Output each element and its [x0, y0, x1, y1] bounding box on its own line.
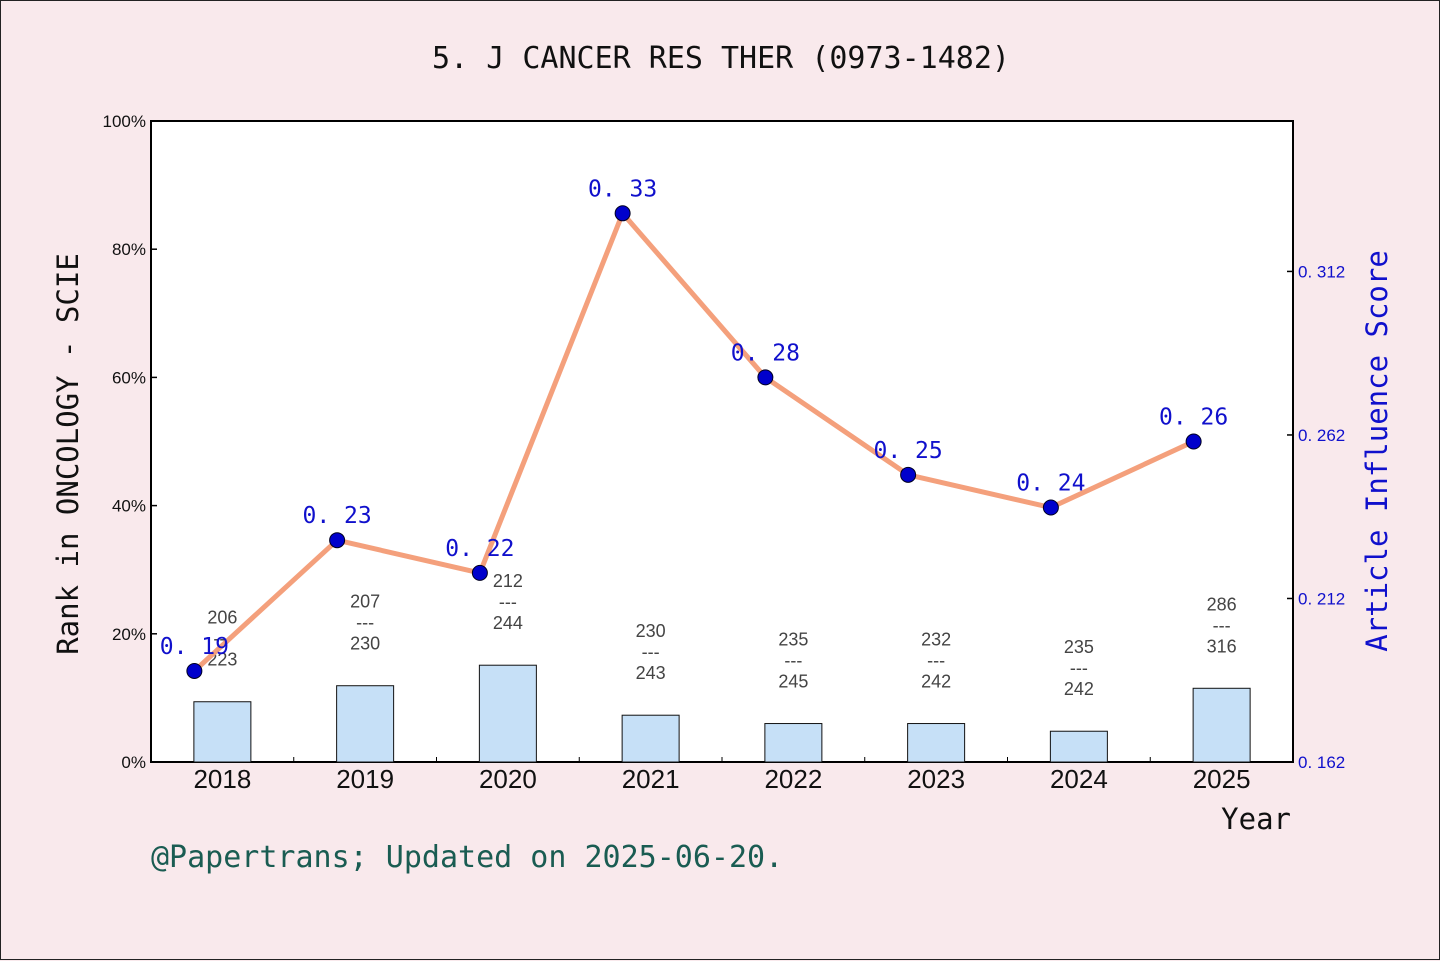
- right-tick-label: 0. 162: [1298, 753, 1345, 772]
- rank-total-2023: 242: [921, 672, 951, 692]
- bar-2022: [764, 723, 823, 763]
- rank-separator: ---: [499, 592, 517, 612]
- x-tick-label-2018: 2018: [193, 764, 251, 794]
- markers-layer: [186, 205, 1202, 679]
- left-tick-label: 100%: [103, 112, 146, 131]
- x-tick-label-2019: 2019: [336, 764, 394, 794]
- x-tick-label-2025: 2025: [1193, 764, 1251, 794]
- rank-separator: ---: [642, 642, 660, 662]
- marker-2020: [471, 564, 488, 581]
- ais-label-2022: 0. 28: [731, 340, 800, 366]
- ais-label-2025: 0. 26: [1159, 405, 1228, 431]
- bar-2024: [1049, 730, 1108, 763]
- ais-label-2020: 0. 22: [445, 536, 514, 562]
- rank-value-2018: 206: [207, 608, 237, 628]
- left-tick-label: 0%: [121, 753, 146, 772]
- bar-2025: [1192, 687, 1251, 763]
- rank-value-2023: 232: [921, 630, 951, 650]
- marker-2023: [900, 466, 917, 483]
- right-axis-ticks: 0. 162 0. 212 0. 262 0. 312: [1287, 262, 1345, 772]
- footer-credit: @Papertrans; Updated on 2025-06-20.: [151, 840, 783, 875]
- point-labels-layer: 0. 19 0. 23 0. 22 0. 33 0. 28 0. 25 0. 24 0. 26: [160, 176, 1229, 660]
- bars-layer: [193, 664, 1251, 763]
- bar-2018: [193, 701, 252, 763]
- x-tick-label-2024: 2024: [1050, 764, 1108, 794]
- rank-value-2020: 212: [493, 571, 523, 591]
- ais-label-2018: 0. 19: [160, 634, 229, 660]
- y-axis-label-right: Article Influence Score: [1360, 250, 1394, 652]
- left-tick-label: 20%: [112, 625, 146, 644]
- marker-2019: [329, 532, 346, 549]
- rank-separator: ---: [927, 651, 945, 671]
- ais-label-2021: 0. 33: [588, 176, 657, 202]
- ais-label-2019: 0. 23: [303, 503, 372, 529]
- bar-2021: [621, 714, 680, 763]
- rank-value-2025: 286: [1207, 594, 1237, 614]
- x-axis-label: Year: [1221, 802, 1291, 836]
- rank-total-2020: 244: [493, 613, 523, 633]
- left-axis-ticks: 0% 20% 40% 60% 80% 100%: [103, 112, 157, 772]
- right-tick-label: 0. 262: [1298, 426, 1345, 445]
- ais-label-2024: 0. 24: [1016, 471, 1085, 497]
- marker-2021: [614, 205, 631, 222]
- bar-2023: [907, 723, 966, 763]
- rank-total-2019: 230: [350, 634, 380, 654]
- rank-separator: ---: [356, 613, 374, 633]
- rank-separator: ---: [1070, 658, 1088, 678]
- rank-total-2024: 242: [1064, 679, 1094, 699]
- rank-separator: ---: [1213, 615, 1231, 635]
- bar-2019: [336, 685, 395, 763]
- rank-value-2021: 230: [636, 621, 666, 641]
- y-axis-label-left: Rank in ONCOLOGY - SCIE: [51, 253, 85, 655]
- x-tick-label-2023: 2023: [907, 764, 965, 794]
- ais-line: [192, 210, 1195, 673]
- right-tick-label: 0. 312: [1298, 262, 1345, 281]
- rank-total-2022: 245: [778, 672, 808, 692]
- bar-2020: [478, 664, 537, 763]
- left-tick-label: 60%: [112, 368, 146, 387]
- rank-total-2021: 243: [636, 663, 666, 683]
- marker-2022: [757, 369, 774, 386]
- rank-value-2024: 235: [1064, 637, 1094, 657]
- marker-2024: [1042, 499, 1059, 516]
- rank-value-2019: 207: [350, 592, 380, 612]
- x-tick-label-2021: 2021: [622, 764, 680, 794]
- x-axis-ticks: 2018 2019 2020 2021 2022 2023 2024 2025: [193, 757, 1251, 794]
- marker-2025: [1185, 433, 1202, 450]
- x-tick-label-2020: 2020: [479, 764, 537, 794]
- marker-2018: [186, 662, 203, 679]
- left-tick-label: 80%: [112, 240, 146, 259]
- rank-separator: ---: [784, 651, 802, 671]
- ais-label-2023: 0. 25: [874, 438, 943, 464]
- right-tick-label: 0. 212: [1298, 589, 1345, 608]
- plot-area: [150, 120, 1294, 763]
- left-tick-label: 40%: [112, 497, 146, 516]
- rank-total-2025: 316: [1207, 636, 1237, 656]
- x-tick-label-2022: 2022: [764, 764, 822, 794]
- rank-value-2022: 235: [778, 630, 808, 650]
- chart-title: 5. J CANCER RES THER (0973-1482): [432, 41, 1010, 76]
